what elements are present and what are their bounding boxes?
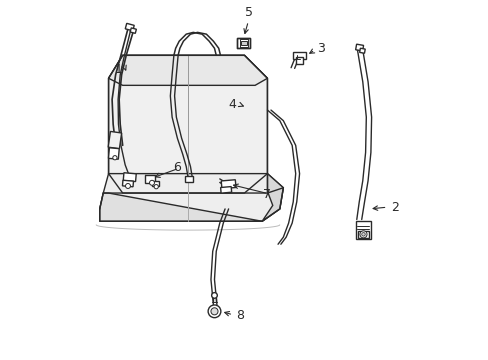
- Text: 4: 4: [228, 98, 236, 111]
- Polygon shape: [185, 176, 193, 182]
- Polygon shape: [296, 58, 303, 64]
- Circle shape: [149, 180, 154, 185]
- Polygon shape: [151, 181, 159, 186]
- Polygon shape: [108, 55, 267, 193]
- Polygon shape: [292, 52, 305, 59]
- Polygon shape: [125, 23, 134, 31]
- Polygon shape: [108, 131, 122, 149]
- Circle shape: [113, 156, 117, 160]
- Circle shape: [125, 184, 130, 188]
- Circle shape: [359, 231, 366, 238]
- Polygon shape: [220, 186, 231, 193]
- Text: 7: 7: [263, 188, 270, 201]
- Polygon shape: [356, 221, 370, 239]
- Polygon shape: [359, 48, 365, 53]
- Polygon shape: [241, 41, 246, 45]
- Polygon shape: [130, 28, 136, 33]
- Polygon shape: [108, 55, 267, 85]
- Circle shape: [211, 293, 217, 298]
- Polygon shape: [355, 44, 363, 51]
- Text: 5: 5: [244, 6, 253, 19]
- Polygon shape: [237, 38, 250, 48]
- Polygon shape: [221, 180, 236, 189]
- Polygon shape: [100, 193, 262, 221]
- Polygon shape: [123, 173, 136, 181]
- Polygon shape: [358, 231, 368, 238]
- Circle shape: [154, 185, 158, 189]
- Circle shape: [208, 305, 221, 318]
- Text: 1: 1: [115, 63, 122, 76]
- Polygon shape: [122, 180, 133, 187]
- Text: 3: 3: [316, 42, 324, 55]
- Polygon shape: [100, 174, 283, 221]
- Polygon shape: [145, 175, 155, 183]
- Polygon shape: [262, 174, 283, 221]
- Text: 8: 8: [235, 309, 243, 322]
- Circle shape: [361, 233, 365, 236]
- Circle shape: [210, 308, 218, 315]
- Polygon shape: [108, 148, 119, 159]
- Text: 2: 2: [390, 201, 398, 214]
- Text: 6: 6: [173, 161, 181, 174]
